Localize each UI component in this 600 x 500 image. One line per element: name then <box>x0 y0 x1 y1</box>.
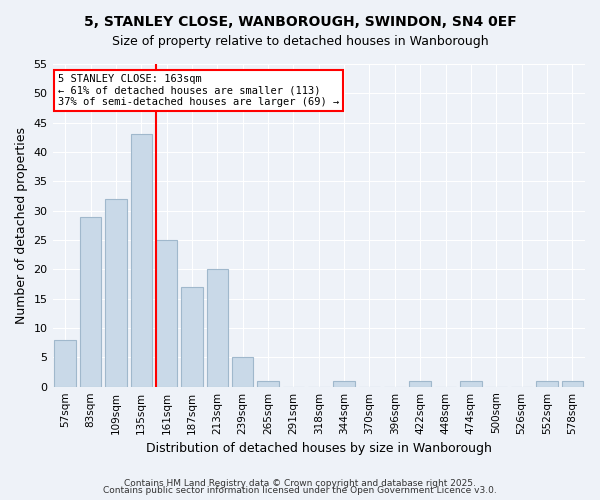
Text: 5 STANLEY CLOSE: 163sqm
← 61% of detached houses are smaller (113)
37% of semi-d: 5 STANLEY CLOSE: 163sqm ← 61% of detache… <box>58 74 339 107</box>
Y-axis label: Number of detached properties: Number of detached properties <box>15 127 28 324</box>
Bar <box>257 381 279 386</box>
Bar <box>206 270 228 386</box>
Bar <box>105 199 127 386</box>
Text: Contains public sector information licensed under the Open Government Licence v3: Contains public sector information licen… <box>103 486 497 495</box>
Bar <box>131 134 152 386</box>
Text: Contains HM Land Registry data © Crown copyright and database right 2025.: Contains HM Land Registry data © Crown c… <box>124 478 476 488</box>
Bar <box>156 240 178 386</box>
Bar <box>409 381 431 386</box>
X-axis label: Distribution of detached houses by size in Wanborough: Distribution of detached houses by size … <box>146 442 492 455</box>
Text: Size of property relative to detached houses in Wanborough: Size of property relative to detached ho… <box>112 35 488 48</box>
Bar <box>460 381 482 386</box>
Bar <box>232 358 253 386</box>
Bar <box>536 381 558 386</box>
Text: 5, STANLEY CLOSE, WANBOROUGH, SWINDON, SN4 0EF: 5, STANLEY CLOSE, WANBOROUGH, SWINDON, S… <box>83 15 517 29</box>
Bar <box>334 381 355 386</box>
Bar <box>55 340 76 386</box>
Bar <box>562 381 583 386</box>
Bar <box>80 216 101 386</box>
Bar <box>181 287 203 386</box>
